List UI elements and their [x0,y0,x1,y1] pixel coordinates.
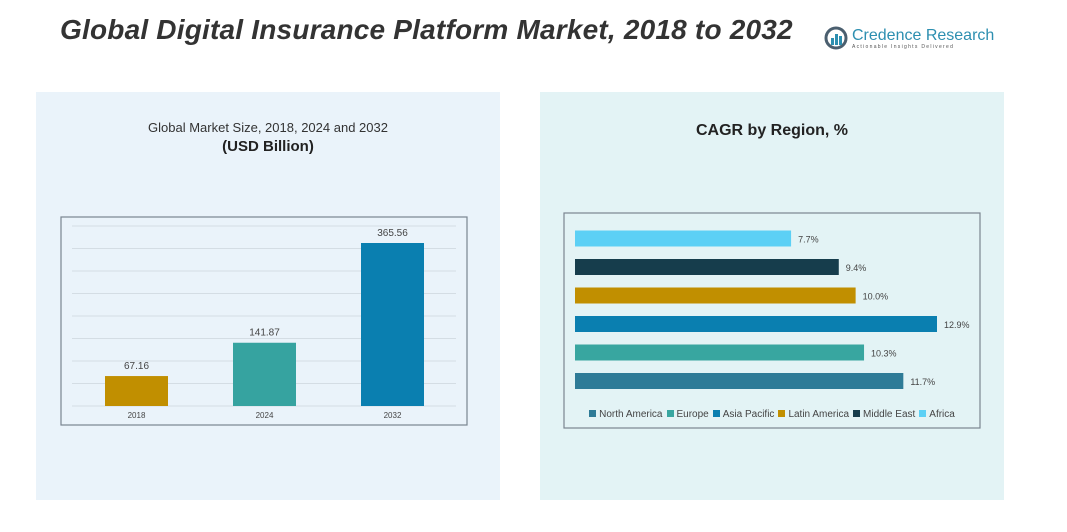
logo-name: Credence Research [852,26,995,44]
bar-North America [575,373,904,389]
legend-swatch [712,410,720,417]
data-label: 11.7% [910,377,935,387]
data-label: 10.0% [863,292,889,302]
data-label: 9.4% [846,263,867,273]
chart-title: CAGR by Region, % [695,122,848,139]
legend-item: Africa [919,409,955,420]
data-label: 12.9% [944,320,970,330]
legend-swatch [778,410,786,417]
chart-subtitle: (USD Billion) [222,138,314,155]
legend-label: Africa [929,409,955,420]
logo: Credence Research Actionable Insights De… [824,26,994,50]
bar-2024 [233,342,296,406]
data-label: 67.16 [124,361,149,372]
data-label: 7.7% [798,235,819,245]
legend-swatch [853,410,861,417]
plot-frame [563,212,981,429]
legend-label: North America [599,409,663,420]
bar-Asia Pacific [575,316,937,332]
x-tick-label: 2024 [256,411,274,420]
legend-item: North America [589,409,663,420]
data-label: 141.87 [249,328,280,339]
legend-item: Middle East [853,409,915,420]
bar-2032 [361,243,424,406]
legend-label: Europe [676,409,709,420]
legend-swatch [919,410,927,417]
x-tick-label: 2032 [384,411,402,420]
legend-label: Middle East [863,409,916,420]
legend-item: Asia Pacific [712,409,775,420]
x-tick-label: 2018 [128,411,146,420]
legend-item: Europe [666,409,709,420]
logo-tagline: Actionable Insights Delivered [852,43,955,50]
bar-Middle East [575,259,839,275]
legend-label: Latin America [788,409,850,420]
data-label: 365.56 [377,228,408,239]
bar-Africa [575,230,792,247]
legend-swatch [666,410,674,417]
logo-icon [824,26,848,50]
data-label: 10.3% [871,349,897,359]
legend-label: Asia Pacific [722,409,775,420]
page-title: Global Digital Insurance Platform Market… [60,14,793,45]
bar-Europe [575,344,865,361]
legend-item: Latin America [778,409,849,420]
bar-Latin America [575,287,856,304]
chart-title: Global Market Size, 2018, 2024 and 2032 [148,120,388,135]
legend-swatch [589,410,597,417]
bar-2018 [105,376,168,406]
legend: North America Europe Asia Pacific Latin Ame… [564,409,980,420]
plot-frame [60,216,468,426]
